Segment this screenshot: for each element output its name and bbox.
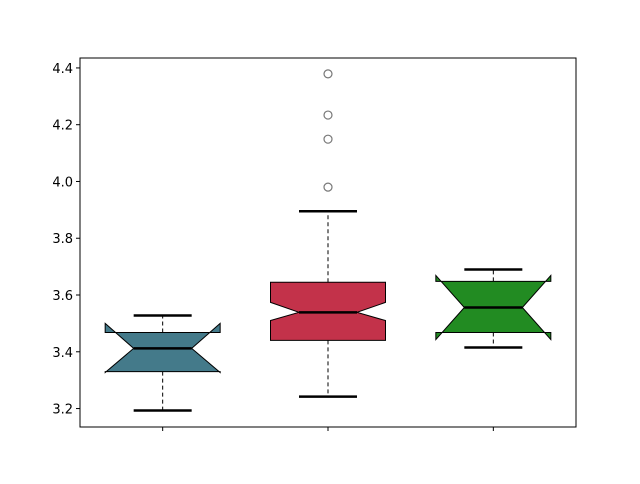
box-group	[270, 69, 386, 398]
y-tick-label: 3.6	[52, 289, 73, 304]
y-tick-label: 3.4	[52, 346, 73, 361]
box-group	[435, 268, 552, 349]
y-tick-label: 3.8	[52, 232, 73, 247]
outlier-point	[323, 69, 333, 79]
y-tick-label: 3.2	[52, 403, 73, 418]
y-tick-label: 4.0	[52, 175, 73, 190]
y-tick-label: 4.2	[52, 119, 73, 134]
y-tick-label: 4.4	[52, 62, 73, 77]
outlier-point	[323, 182, 333, 192]
outlier-point	[323, 110, 333, 120]
box-group	[104, 314, 221, 412]
outlier-point	[323, 134, 333, 144]
